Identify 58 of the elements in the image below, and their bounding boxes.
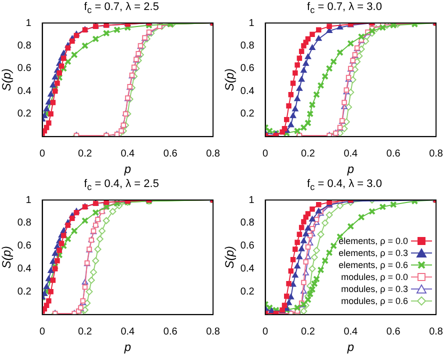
chart-title: f$_{c}$ = 0.7, λ = 2.5 — [83, 0, 160, 16]
x-axis-title: p — [346, 340, 354, 354]
chart-title: f$_{c}$ = 0.4, λ = 2.5 — [83, 177, 160, 192]
y-tick-label: 0.2 — [17, 286, 32, 298]
x-tick-label: 0.8 — [206, 326, 220, 338]
x-tick-label: 0.8 — [429, 326, 444, 338]
x-tick-label: 0.6 — [386, 326, 401, 338]
y-tick-label: 0.6 — [240, 240, 255, 252]
x-axis-title: p — [123, 162, 132, 176]
x-axis-title: p — [346, 162, 354, 176]
legend-label: elements, ρ = 0.6 — [338, 258, 408, 271]
x-tick-label: 0.4 — [344, 148, 358, 160]
legend-label: modules, ρ = 0.0 — [341, 270, 408, 283]
y-tick-label: 1 — [248, 194, 255, 206]
legend-label: modules, ρ = 0.6 — [341, 294, 408, 307]
y-tick-label: 0.6 — [240, 63, 255, 74]
y-tick-label: 1 — [248, 18, 255, 29]
y-tick-label: 0.6 — [17, 240, 32, 252]
y-tick-label: 0.2 — [17, 108, 32, 120]
y-tick-label: 0.4 — [240, 264, 255, 275]
y-tick-label: 0.2 — [240, 286, 255, 298]
x-tick-label: 0.6 — [163, 148, 178, 160]
y-tick-label: 0.4 — [240, 86, 255, 97]
x-axis-title: p — [123, 340, 132, 354]
y-tick-label: 0.4 — [17, 264, 32, 275]
y-tick-label: 1 — [26, 194, 32, 206]
x-tick-label: 0.4 — [120, 326, 136, 338]
chart-title: f$_{c}$ = 0.7, λ = 3.0 — [306, 0, 383, 16]
x-tick-label: 0 — [40, 148, 46, 160]
x-tick-label: 0.8 — [206, 148, 220, 160]
x-tick-label: 0.2 — [301, 148, 316, 160]
x-tick-label: 0.2 — [78, 326, 92, 338]
y-axis-title: S(p) — [0, 246, 14, 269]
x-tick-label: 0 — [262, 148, 269, 160]
y-tick-label: 0.6 — [17, 63, 32, 74]
x-tick-label: 0.4 — [120, 148, 136, 160]
y-tick-label: 0.2 — [240, 108, 255, 120]
y-tick-label: 0.8 — [17, 40, 32, 52]
x-tick-label: 0 — [262, 326, 269, 338]
x-tick-label: 0.6 — [386, 148, 401, 160]
x-tick-label: 0.2 — [301, 326, 316, 338]
y-tick-label: 0.8 — [17, 218, 32, 229]
legend-label: elements, ρ = 0.0 — [338, 234, 408, 247]
legend-label: modules, ρ = 0.3 — [341, 282, 408, 295]
x-tick-label: 0.6 — [163, 326, 178, 338]
y-axis-title: S(p) — [0, 68, 14, 92]
chart-title: f$_{c}$ = 0.4, λ = 3.0 — [306, 177, 383, 192]
x-tick-label: 0.8 — [429, 148, 444, 160]
x-tick-label: 0.4 — [344, 326, 358, 338]
y-axis-title: S(p) — [222, 246, 237, 269]
x-tick-label: 0.2 — [78, 148, 92, 160]
legend-label: elements, ρ = 0.3 — [338, 246, 408, 259]
y-tick-label: 0.4 — [17, 86, 32, 97]
x-tick-label: 0 — [40, 326, 46, 338]
y-tick-label: 0.8 — [240, 218, 255, 229]
y-tick-label: 1 — [26, 18, 32, 29]
y-tick-label: 0.8 — [240, 40, 255, 52]
y-axis-title: S(p) — [222, 68, 237, 92]
